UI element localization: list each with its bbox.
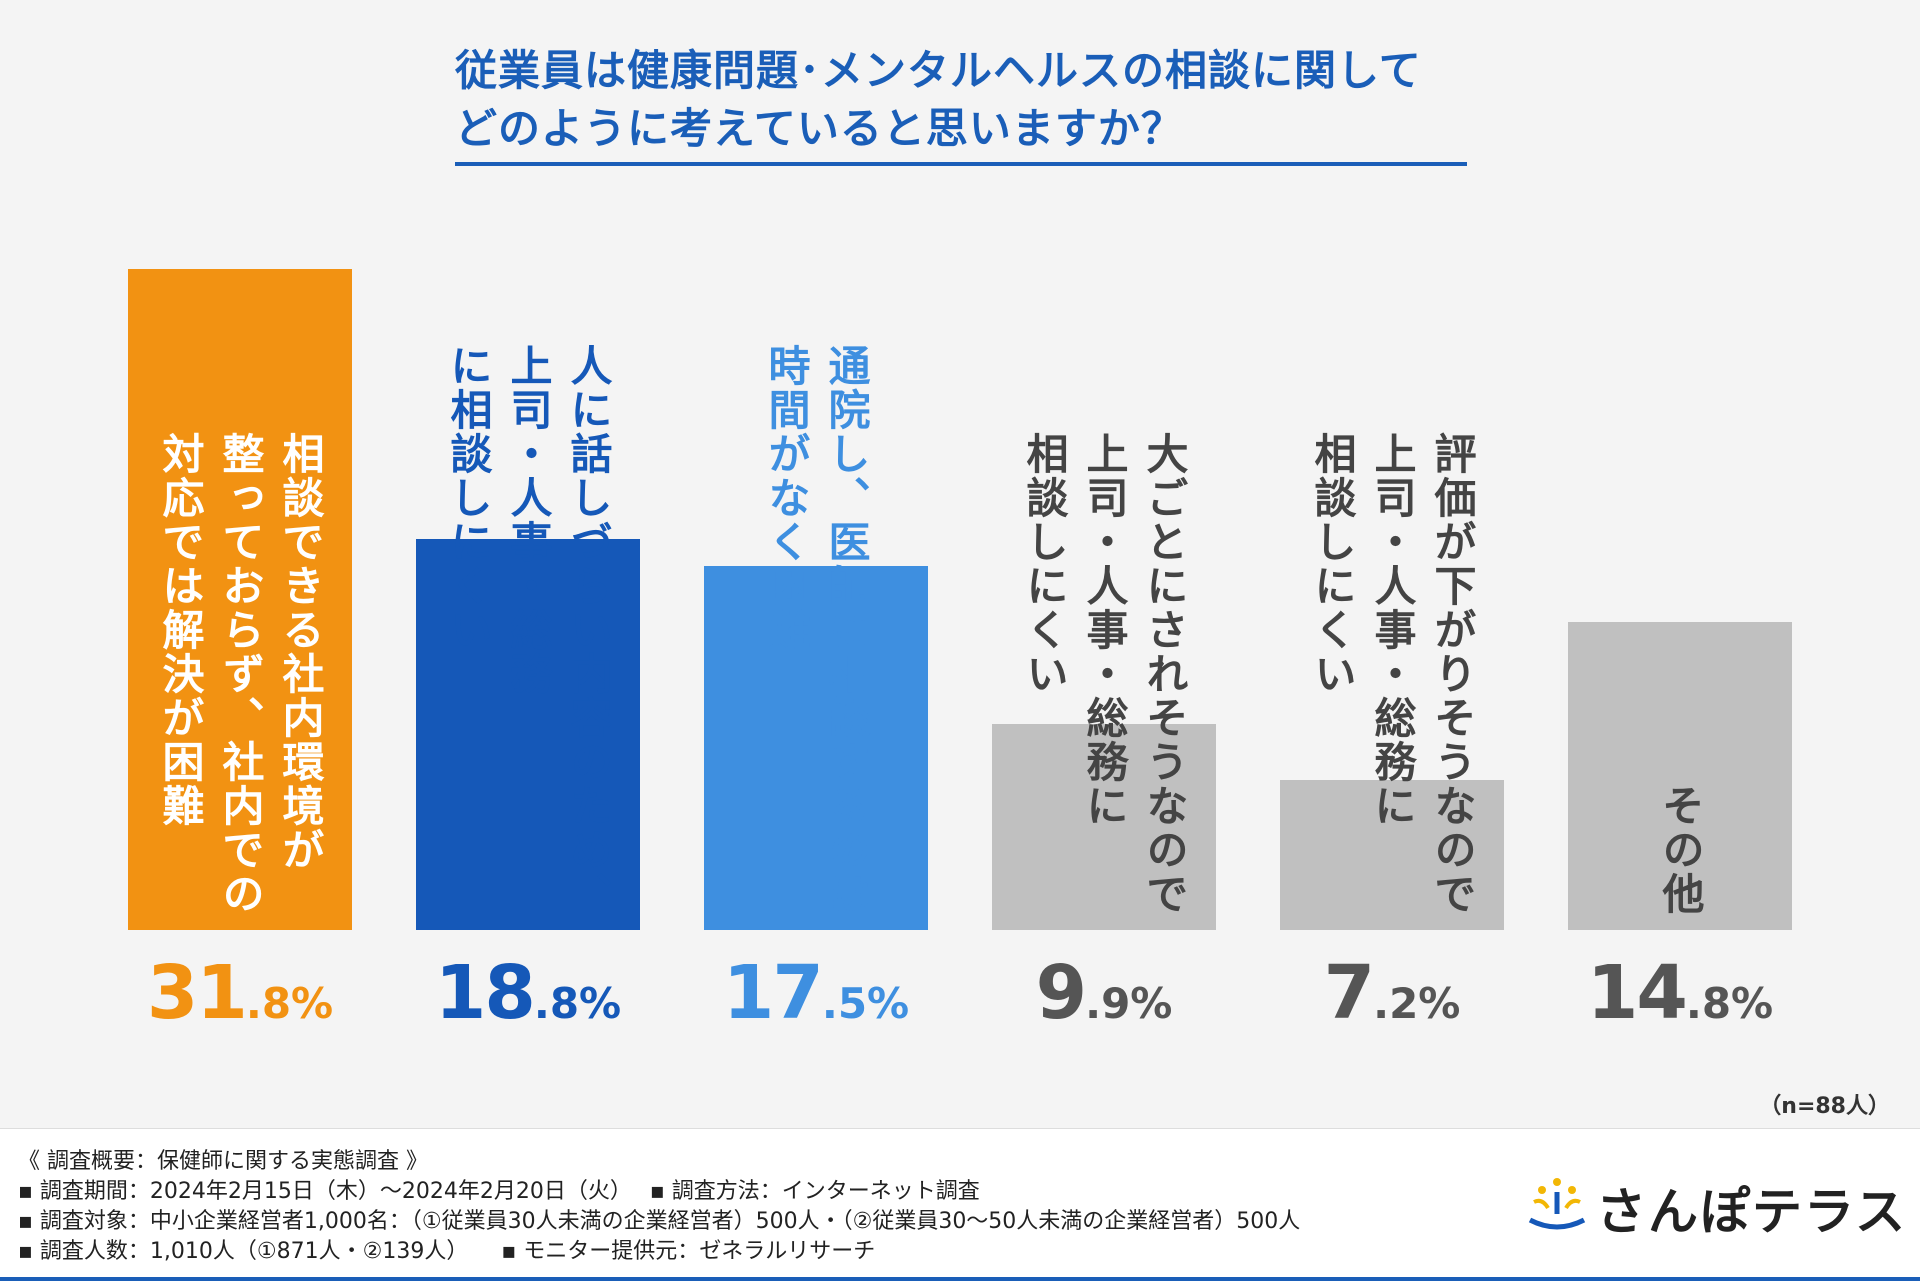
- value-label-2: 18.8%: [416, 950, 640, 1036]
- bar-label-2: 人に話しづらい内容のため、 上司・人事・総務 に相談しにくい: [444, 344, 613, 916]
- people-stars-icon: [1528, 1178, 1586, 1230]
- value-label-decimal: .5%: [821, 979, 910, 1028]
- bar-label-5: 評価が下がりそうなので 上司・人事・総務に 相談しにくい: [1308, 432, 1477, 916]
- survey-count-provider: ▪ 調査人数：1,010人（①871人・②139人） ▪ モニター提供元：ゼネラ…: [18, 1239, 876, 1264]
- value-label-integer: 17: [722, 950, 824, 1036]
- bar-5: [1280, 780, 1504, 930]
- chart-title-line-1: 従業員は健康問題･メンタルヘルスの相談に関して: [455, 46, 1422, 95]
- value-label-1: 31.8%: [128, 950, 352, 1036]
- value-label-integer: 31: [146, 950, 248, 1036]
- survey-footer: 《 調査概要：保健師に関する実態調査 》 ▪ 調査期間：2024年2月15日（木…: [0, 1128, 1920, 1281]
- bar-chart: 相談できる社内環境が 整っておらず、社内での 対応では解決が困難 31.8% 人に話…: [128, 269, 1792, 1036]
- chart-title: 従業員は健康問題･メンタルヘルスの相談に関して どのように考えていると思いますか…: [455, 42, 1465, 158]
- bar-label-4: 大ごとにされそうなので 上司・人事・総務に 相談しにくい: [1020, 432, 1189, 916]
- logo-wordmark: さんぽテラス: [1596, 1183, 1907, 1241]
- bar-6: [1568, 622, 1792, 930]
- survey-period-method: ▪ 調査期間：2024年2月15日（木）～2024年2月20日（火） ▪ 調査方…: [18, 1179, 980, 1204]
- survey-summary-heading: 《 調査概要：保健師に関する実態調査 》: [18, 1149, 428, 1174]
- bar-3: [704, 566, 928, 930]
- bar-label-1: 相談できる社内環境が 整っておらず、社内での 対応では解決が困難: [156, 432, 325, 916]
- bar-2: [416, 539, 640, 930]
- value-label-decimal: .8%: [533, 979, 622, 1028]
- value-label-4: 9.9%: [992, 950, 1216, 1036]
- sample-size-note: （n=88人）: [1759, 1094, 1890, 1119]
- footer-divider: [0, 1277, 1920, 1281]
- bar-label-6: その他: [1656, 784, 1705, 916]
- value-label-3: 17.5%: [704, 950, 928, 1036]
- value-label-5: 7.2%: [1280, 950, 1504, 1036]
- value-label-decimal: .8%: [245, 979, 334, 1028]
- value-label-decimal: .9%: [1085, 979, 1173, 1028]
- survey-target: ▪ 調査対象：中小企業経営者1,000名：（①従業員30人未満の企業経営者）50…: [18, 1209, 1301, 1234]
- value-label-decimal: .2%: [1373, 979, 1461, 1028]
- title-underline: [455, 162, 1467, 166]
- value-label-integer: 14: [1586, 950, 1688, 1036]
- bar-label-3: 通院し、医師に相談するのは 時間がなく困難: [762, 344, 871, 916]
- value-label-6: 14.8%: [1568, 950, 1792, 1036]
- value-label-integer: 18: [434, 950, 536, 1036]
- value-label-integer: 7: [1323, 950, 1375, 1036]
- value-label-decimal: .8%: [1685, 979, 1774, 1028]
- bar-1: [128, 269, 352, 930]
- value-label-integer: 9: [1035, 950, 1087, 1036]
- bar-4: [992, 724, 1216, 930]
- chart-title-line-2: どのように考えていると思いますか？: [455, 104, 1184, 153]
- sanpo-terrace-logo: さんぽテラス: [1522, 1168, 1905, 1241]
